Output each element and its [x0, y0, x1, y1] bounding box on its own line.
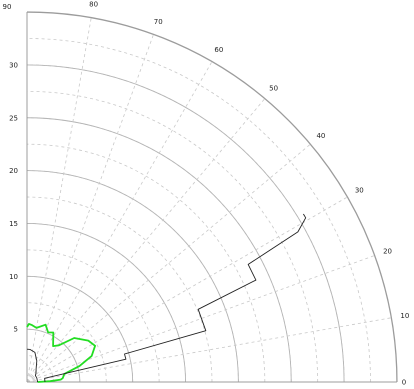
angle-tick-label: 60: [214, 46, 223, 54]
series-line-2: [26, 348, 39, 383]
grid-spoke: [26, 34, 154, 383]
series-line-1: [44, 213, 307, 383]
angle-tick-label: 80: [89, 1, 98, 9]
major-ring: [26, 328, 81, 383]
major-ring: [26, 275, 134, 383]
major-ring: [26, 170, 239, 383]
angle-tick-label: 10: [400, 312, 409, 320]
grid-spoke: [26, 143, 311, 383]
major-ring: [26, 223, 186, 383]
major-ring: [26, 117, 292, 383]
angle-tick-label: 20: [383, 247, 392, 255]
series-line-0: [26, 323, 96, 383]
polar-grid: [26, 11, 398, 383]
grid-ring: [26, 355, 54, 383]
grid-ring: [26, 38, 371, 383]
radius-tick-label: 5: [14, 326, 18, 334]
grid-ring: [26, 143, 266, 383]
angle-tick-label: 90: [3, 3, 12, 11]
grid-ring: [26, 302, 107, 383]
major-ring: [26, 64, 345, 383]
radius-tick-label: 15: [9, 220, 18, 228]
series-layer: [26, 213, 307, 383]
grid-ring: [26, 249, 160, 383]
outer-arc: [26, 11, 398, 383]
grid-spoke: [26, 98, 266, 383]
grid-spoke: [26, 17, 92, 383]
grid-spoke: [26, 61, 213, 383]
radius-tick-label: 10: [9, 273, 18, 281]
grid-spoke: [26, 196, 348, 383]
radius-tick-label: 25: [9, 114, 18, 122]
grid-ring: [26, 64, 345, 383]
angle-tick-label: 70: [154, 18, 163, 26]
angle-tick-label: 40: [316, 132, 325, 140]
radius-tick-label: 30: [9, 61, 18, 69]
grid-spoke: [26, 255, 375, 383]
grid-ring: [26, 223, 186, 383]
grid-ring: [26, 90, 319, 383]
grid-spoke: [26, 317, 392, 383]
grid-ring: [26, 196, 213, 383]
angle-tick-label: 30: [355, 187, 364, 195]
angle-tick-label: 50: [269, 85, 278, 93]
tick-labels: 0 10 20 30 40 50 60 70 80 90 5 10 15 20 25 30: [3, 1, 410, 387]
angle-tick-label: 0: [402, 379, 406, 387]
radius-tick-label: 20: [9, 167, 18, 175]
